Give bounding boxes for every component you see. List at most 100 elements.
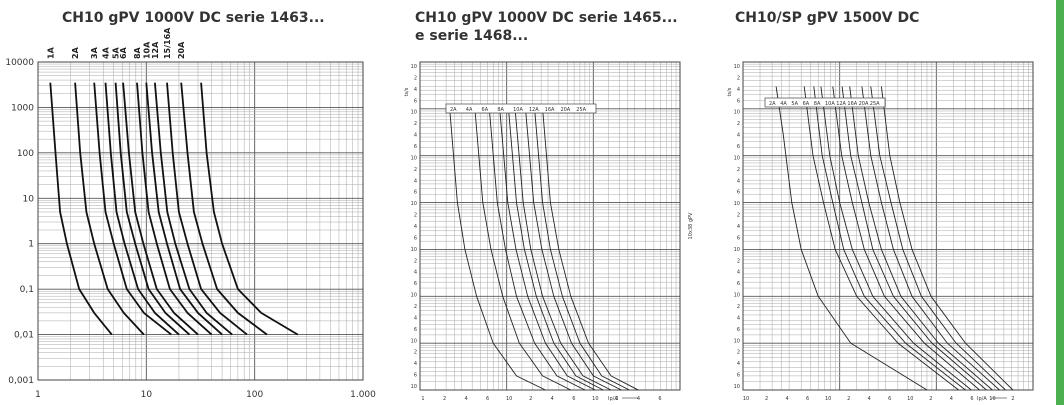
y-tick-label: 4 bbox=[737, 224, 740, 230]
y-tick-label: 6 bbox=[737, 281, 740, 287]
series-line-10A bbox=[508, 108, 604, 391]
series-line-2A bbox=[74, 82, 145, 336]
series-line-15/16A bbox=[166, 82, 248, 336]
chart-2-subtitle: e serie 1468... bbox=[415, 28, 529, 44]
series-line-1A bbox=[49, 82, 113, 336]
chart-2-title-line1: CH10 gPV 1000V DC serie 1465... bbox=[415, 10, 678, 26]
legend-label: 20A bbox=[560, 107, 570, 113]
y-tick-label: 10 bbox=[411, 338, 417, 344]
x-tick-label: 4 bbox=[551, 396, 554, 402]
legend-label: 4A bbox=[780, 101, 787, 107]
x-tick-label: 1 bbox=[421, 396, 424, 402]
legend-label: 5A bbox=[791, 101, 798, 107]
y-tick-label: 2 bbox=[414, 258, 417, 264]
series-line-16A bbox=[861, 86, 1000, 391]
chart-2-title: CH10 gPV 1000V DC serie 1465... e serie … bbox=[415, 9, 678, 45]
y-tick-label: 2 bbox=[737, 121, 740, 127]
x-tick-label: 2 bbox=[765, 396, 768, 402]
x-tick-label: 1 bbox=[35, 390, 41, 400]
x-tick-label: 4 bbox=[637, 396, 640, 402]
x-tick-label: 4 bbox=[464, 396, 467, 402]
series-line-4A bbox=[474, 108, 572, 391]
series-line-12A bbox=[514, 108, 612, 391]
legend-label: 8A bbox=[814, 101, 821, 107]
y-tick-label: 10 bbox=[411, 64, 417, 70]
y-tick-label: 6 bbox=[414, 98, 417, 104]
legend-label: 10A bbox=[513, 107, 523, 113]
y-tick-label: 100 bbox=[17, 149, 34, 159]
series-line-10A bbox=[145, 82, 223, 336]
chart-3-title: CH10/SP gPV 1500V DC bbox=[735, 10, 920, 26]
curve-label: 10A bbox=[142, 41, 151, 59]
legend-label: 4A bbox=[466, 107, 473, 113]
x-tick-label: 6 bbox=[486, 396, 489, 402]
legend-label: 20A bbox=[859, 101, 869, 107]
curve-label: 20A bbox=[177, 41, 186, 59]
series-group bbox=[449, 108, 639, 391]
y-tick-label: 4 bbox=[414, 361, 417, 367]
series-line-2A bbox=[449, 108, 546, 391]
series-line-6A bbox=[820, 86, 972, 391]
y-tick-label: 6 bbox=[737, 98, 740, 104]
y-tick-label: 2 bbox=[737, 304, 740, 310]
y-tick-label: 4 bbox=[737, 315, 740, 321]
x-tick-label: 10 bbox=[592, 396, 598, 402]
y-tick-label: 10 bbox=[411, 201, 417, 207]
y-tick-label: 6 bbox=[414, 281, 417, 287]
curve-label: 6A bbox=[119, 46, 128, 59]
series-line-8A bbox=[499, 108, 596, 391]
series-group bbox=[49, 82, 299, 336]
y-tick-label: 10 bbox=[734, 155, 740, 161]
legend-label: 16A bbox=[545, 107, 555, 113]
x-tick-label: 10 bbox=[506, 396, 512, 402]
curve-label: 15/16A bbox=[163, 27, 172, 59]
y-tick-label: 4 bbox=[414, 133, 417, 139]
y-tick-label: 2 bbox=[737, 75, 740, 81]
y-tick-label: 1000 bbox=[11, 103, 34, 113]
accent-bar bbox=[1056, 0, 1064, 405]
x-tick-label: 2 bbox=[847, 396, 850, 402]
y-tick-label: 4 bbox=[414, 315, 417, 321]
y-tick-label: 2 bbox=[737, 167, 740, 173]
y-tick-label: 10 bbox=[734, 293, 740, 299]
curve-label: 4A bbox=[102, 46, 111, 59]
x-tick-label: 10 bbox=[141, 390, 153, 400]
y-tick-label: 6 bbox=[414, 144, 417, 150]
x-tick-label: 1.000 bbox=[350, 390, 376, 400]
y-tick-label: 6 bbox=[414, 373, 417, 379]
y-tick-label: 6 bbox=[414, 327, 417, 333]
legend-box bbox=[764, 97, 886, 108]
grid bbox=[37, 61, 364, 381]
legend-label: 12A bbox=[529, 107, 539, 113]
y-tick-label: 10 bbox=[411, 155, 417, 161]
y-tick-label: 6 bbox=[737, 327, 740, 333]
series-line-3A bbox=[93, 82, 172, 336]
x-tick-label: 2 bbox=[615, 396, 618, 402]
x-tick-label: 6 bbox=[572, 396, 575, 402]
x-tick-label: 6 bbox=[806, 396, 809, 402]
y-tick-label: 10 bbox=[734, 201, 740, 207]
legend-label: 6A bbox=[803, 101, 810, 107]
series-line-12A bbox=[154, 82, 233, 336]
curve-label: 2A bbox=[71, 46, 80, 59]
plot-frame bbox=[37, 61, 364, 381]
y-tick-label: 4 bbox=[737, 178, 740, 184]
chart-1-title: CH10 gPV 1000V DC serie 1463... bbox=[62, 10, 325, 26]
series-line-8A bbox=[136, 82, 213, 336]
legend-label: 16A bbox=[847, 101, 857, 107]
x-tick-label: 2 bbox=[443, 396, 446, 402]
y-tick-label: 10 bbox=[734, 110, 740, 116]
series-line-6A bbox=[488, 108, 586, 391]
x-tick-label: 10 bbox=[825, 396, 831, 402]
y-tick-label: 10 bbox=[23, 194, 35, 204]
plot-frame bbox=[419, 61, 681, 391]
legend-label: 8A bbox=[497, 107, 504, 113]
y-tick-label: 2 bbox=[737, 350, 740, 356]
y-tick-label: 6 bbox=[737, 144, 740, 150]
y-axis-label: ts/s bbox=[404, 87, 410, 96]
y-tick-label: 6 bbox=[737, 235, 740, 241]
y-tick-label: 10 bbox=[734, 247, 740, 253]
series-line-16A bbox=[525, 108, 622, 391]
x-tick-label: 2 bbox=[929, 396, 932, 402]
